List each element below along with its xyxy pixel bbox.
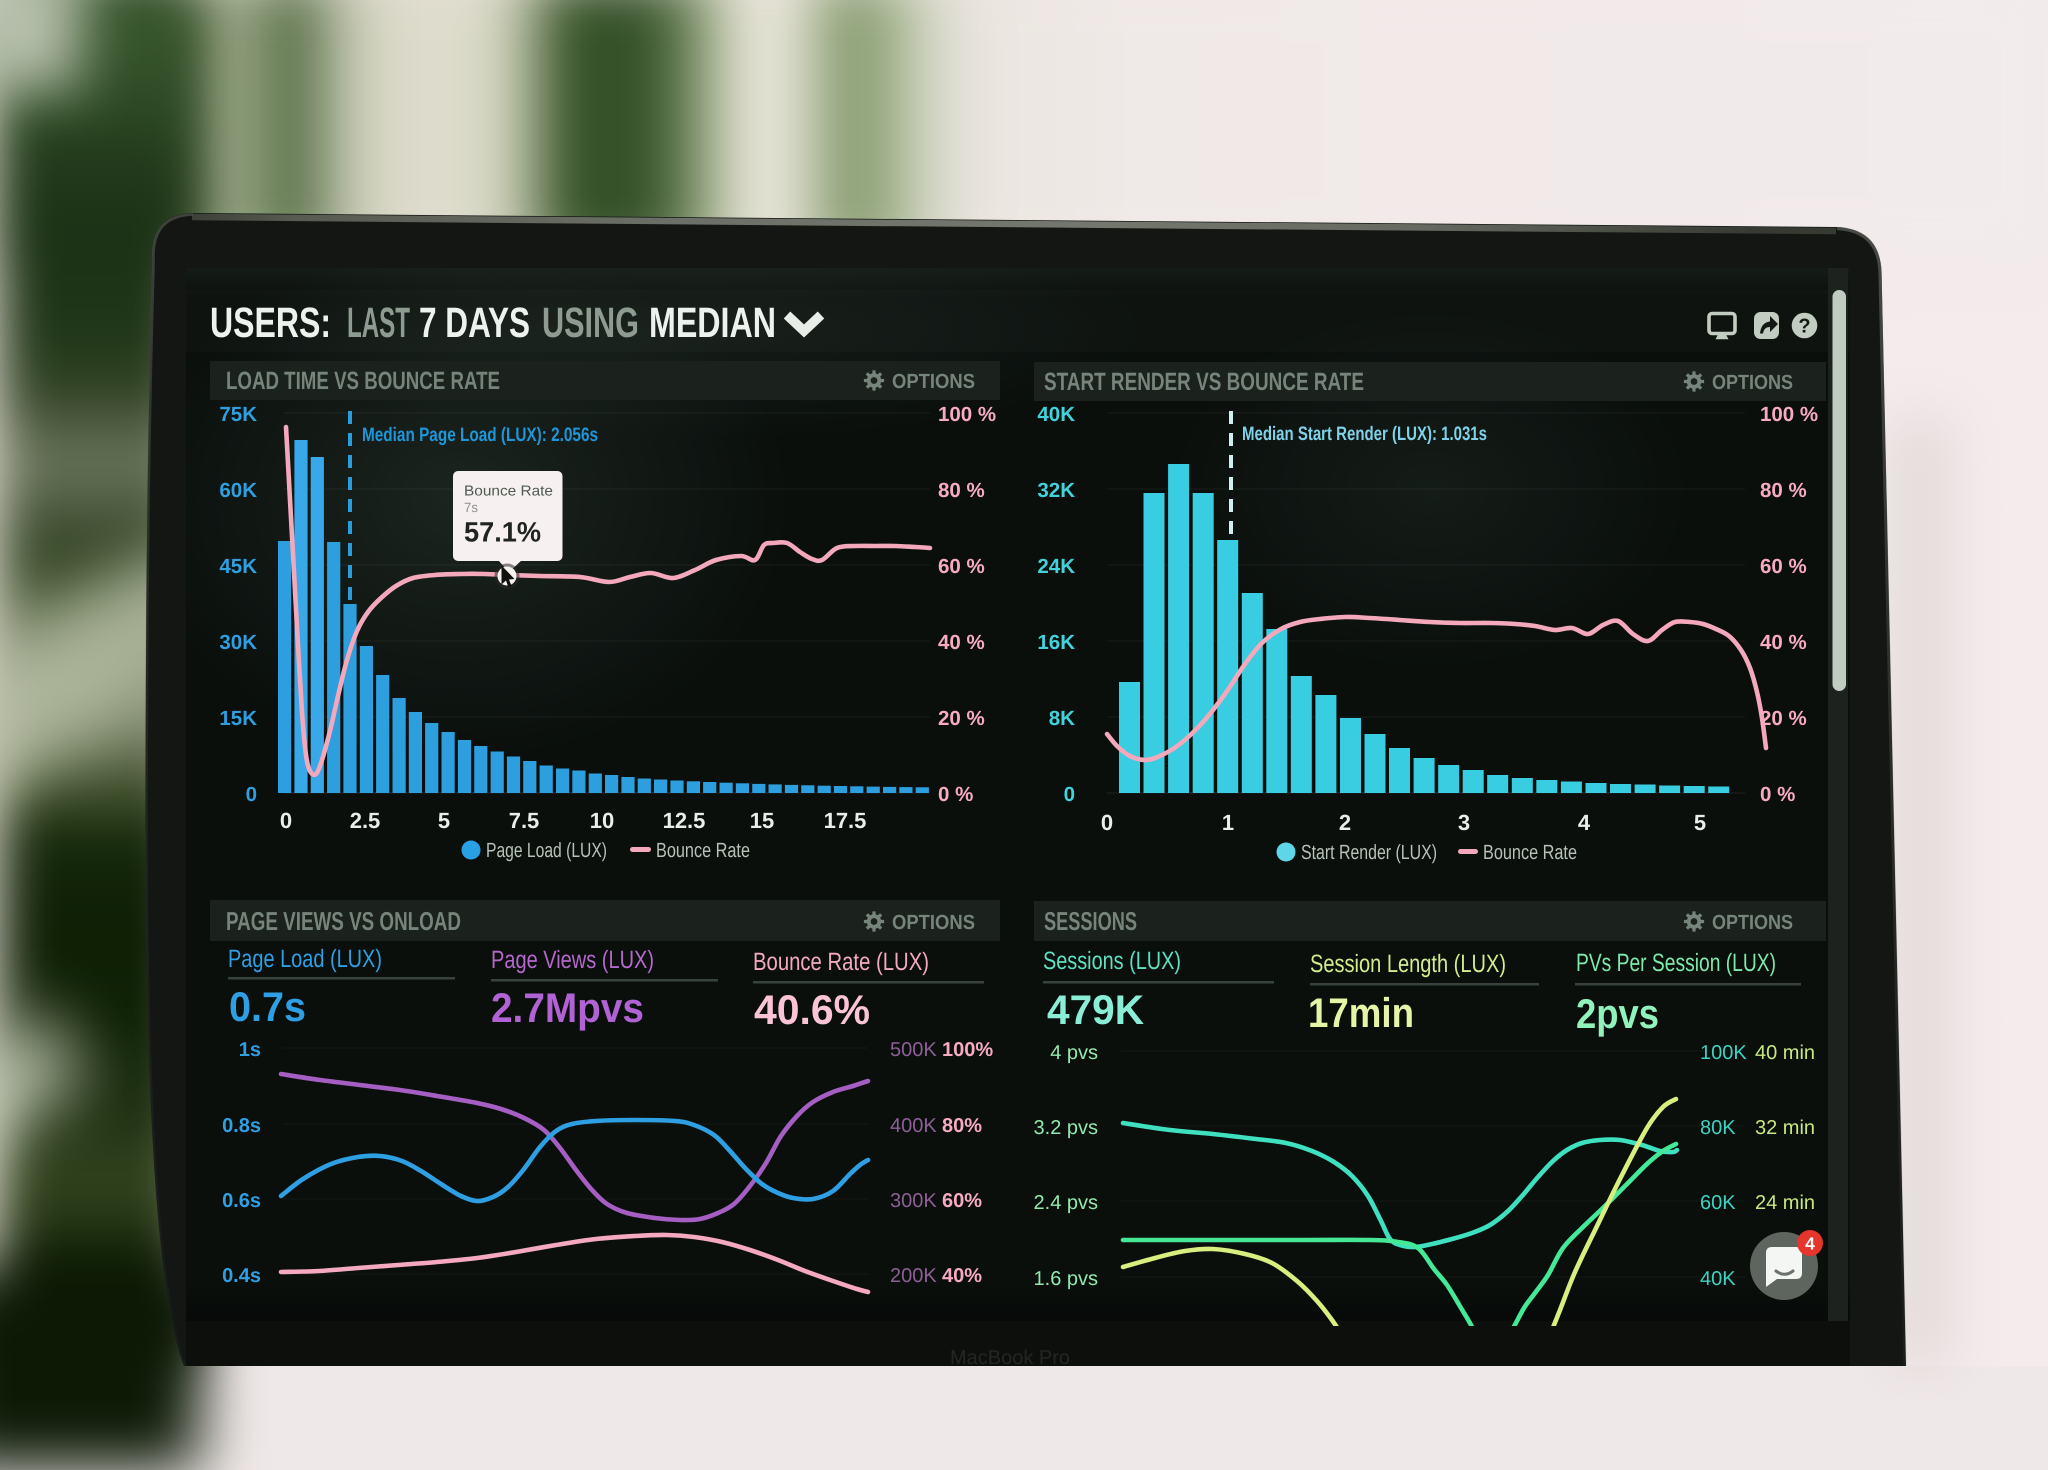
svg-text:75K: 75K [219, 403, 257, 426]
svg-text:100 %: 100 % [1760, 403, 1818, 426]
svg-text:0: 0 [246, 783, 257, 806]
svg-text:400K: 400K [890, 1115, 937, 1137]
svg-text:5: 5 [438, 808, 450, 833]
svg-text:20 %: 20 % [938, 707, 985, 730]
svg-text:200K: 200K [890, 1265, 937, 1287]
svg-text:PAGE VIEWS VS ONLOAD: PAGE VIEWS VS ONLOAD [226, 906, 461, 936]
svg-text:Median Start Render (LUX): 1.0: Median Start Render (LUX): 1.031s [1242, 423, 1487, 445]
svg-text:100K: 100K [1700, 1042, 1747, 1064]
svg-text:OPTIONS: OPTIONS [892, 370, 975, 393]
svg-text:0: 0 [280, 808, 292, 833]
svg-text:?: ? [1798, 316, 1810, 338]
svg-text:SESSIONS: SESSIONS [1044, 906, 1137, 936]
svg-text:60 %: 60 % [938, 555, 985, 578]
svg-text:2: 2 [1339, 810, 1351, 835]
svg-text:24K: 24K [1037, 555, 1075, 578]
svg-text:Session Length (LUX): Session Length (LUX) [1310, 950, 1506, 978]
svg-text:60 %: 60 % [1760, 555, 1807, 578]
svg-text:32 min: 32 min [1755, 1117, 1815, 1139]
svg-text:0.4s: 0.4s [222, 1265, 261, 1287]
svg-text:80%: 80% [942, 1115, 982, 1137]
svg-text:15: 15 [750, 808, 774, 833]
svg-text:60K: 60K [219, 479, 257, 502]
svg-text:4: 4 [1578, 810, 1591, 835]
svg-text:Page Load (LUX): Page Load (LUX) [228, 945, 382, 973]
svg-text:Bounce Rate: Bounce Rate [656, 839, 750, 862]
svg-text:3.2 pvs: 3.2 pvs [1034, 1117, 1098, 1139]
svg-text:100 %: 100 % [938, 403, 996, 426]
svg-text:PVs Per Session (LUX): PVs Per Session (LUX) [1576, 949, 1776, 977]
svg-text:OPTIONS: OPTIONS [892, 911, 975, 934]
svg-text:10: 10 [590, 808, 614, 833]
svg-text:2pvs: 2pvs [1576, 990, 1659, 1037]
svg-text:60%: 60% [942, 1190, 982, 1212]
svg-text:4: 4 [1805, 1234, 1815, 1254]
svg-text:1: 1 [1222, 810, 1234, 835]
svg-text:OPTIONS: OPTIONS [1712, 911, 1793, 934]
svg-text:Start Render (LUX): Start Render (LUX) [1301, 841, 1437, 864]
svg-text:2.4 pvs: 2.4 pvs [1034, 1192, 1098, 1214]
svg-text:USERS:: USERS: [210, 300, 331, 347]
svg-text:7 DAYS: 7 DAYS [419, 300, 530, 347]
svg-text:7s: 7s [464, 500, 478, 515]
svg-text:40K: 40K [1037, 403, 1075, 426]
svg-text:2.7Mpvs: 2.7Mpvs [491, 984, 644, 1031]
svg-text:80 %: 80 % [938, 479, 985, 502]
svg-text:LOAD TIME VS BOUNCE RATE: LOAD TIME VS BOUNCE RATE [226, 367, 500, 395]
svg-text:20 %: 20 % [1760, 707, 1807, 730]
svg-text:32K: 32K [1037, 479, 1075, 502]
svg-text:Bounce Rate: Bounce Rate [1483, 841, 1577, 864]
svg-text:OPTIONS: OPTIONS [1712, 371, 1793, 394]
svg-text:40 min: 40 min [1755, 1042, 1815, 1064]
svg-text:USING: USING [542, 300, 639, 347]
svg-text:40%: 40% [942, 1265, 982, 1287]
svg-text:Page Views (LUX): Page Views (LUX) [491, 946, 654, 974]
svg-text:40 %: 40 % [938, 631, 985, 654]
svg-text:Median Page Load (LUX): 2.056s: Median Page Load (LUX): 2.056s [362, 424, 598, 446]
svg-text:0.8s: 0.8s [222, 1115, 261, 1137]
svg-text:Sessions (LUX): Sessions (LUX) [1043, 947, 1181, 975]
svg-text:100%: 100% [942, 1039, 993, 1061]
svg-text:15K: 15K [219, 707, 257, 730]
svg-text:45K: 45K [219, 555, 257, 578]
svg-text:1.6 pvs: 1.6 pvs [1034, 1268, 1098, 1290]
svg-text:0: 0 [1101, 810, 1113, 835]
svg-text:Bounce Rate (LUX): Bounce Rate (LUX) [753, 948, 929, 976]
svg-text:5: 5 [1694, 810, 1706, 835]
svg-text:8K: 8K [1049, 707, 1075, 730]
svg-text:7.5: 7.5 [509, 808, 540, 833]
svg-text:1s: 1s [239, 1039, 261, 1061]
svg-text:3: 3 [1458, 810, 1470, 835]
svg-text:479K: 479K [1047, 986, 1144, 1033]
svg-text:57.1%: 57.1% [464, 517, 541, 548]
svg-text:MacBook Pro: MacBook Pro [950, 1347, 1070, 1366]
svg-text:0.7s: 0.7s [229, 983, 306, 1030]
svg-text:START RENDER VS BOUNCE RATE: START RENDER VS BOUNCE RATE [1044, 368, 1364, 396]
svg-text:Page Load (LUX): Page Load (LUX) [486, 839, 607, 862]
svg-text:24 min: 24 min [1755, 1192, 1815, 1214]
svg-text:Bounce Rate: Bounce Rate [464, 484, 553, 500]
svg-text:0 %: 0 % [938, 783, 973, 806]
svg-text:0.6s: 0.6s [222, 1190, 261, 1212]
svg-text:40.6%: 40.6% [754, 986, 870, 1033]
svg-text:0 %: 0 % [1760, 783, 1795, 806]
svg-text:40 %: 40 % [1760, 631, 1807, 654]
svg-text:30K: 30K [219, 631, 257, 654]
svg-text:12.5: 12.5 [663, 808, 706, 833]
svg-text:2.5: 2.5 [350, 808, 381, 833]
svg-text:40K: 40K [1700, 1268, 1736, 1290]
svg-text:MEDIAN: MEDIAN [649, 300, 776, 347]
svg-text:80K: 80K [1700, 1117, 1736, 1139]
svg-text:0: 0 [1064, 783, 1075, 806]
svg-text:17.5: 17.5 [824, 808, 867, 833]
svg-text:80 %: 80 % [1760, 479, 1807, 502]
svg-text:300K: 300K [890, 1190, 937, 1212]
svg-text:LAST: LAST [347, 300, 410, 347]
svg-text:4 pvs: 4 pvs [1050, 1042, 1098, 1064]
svg-text:500K: 500K [890, 1039, 937, 1061]
svg-text:17min: 17min [1308, 989, 1414, 1036]
svg-text:60K: 60K [1700, 1192, 1736, 1214]
svg-text:16K: 16K [1037, 631, 1075, 654]
